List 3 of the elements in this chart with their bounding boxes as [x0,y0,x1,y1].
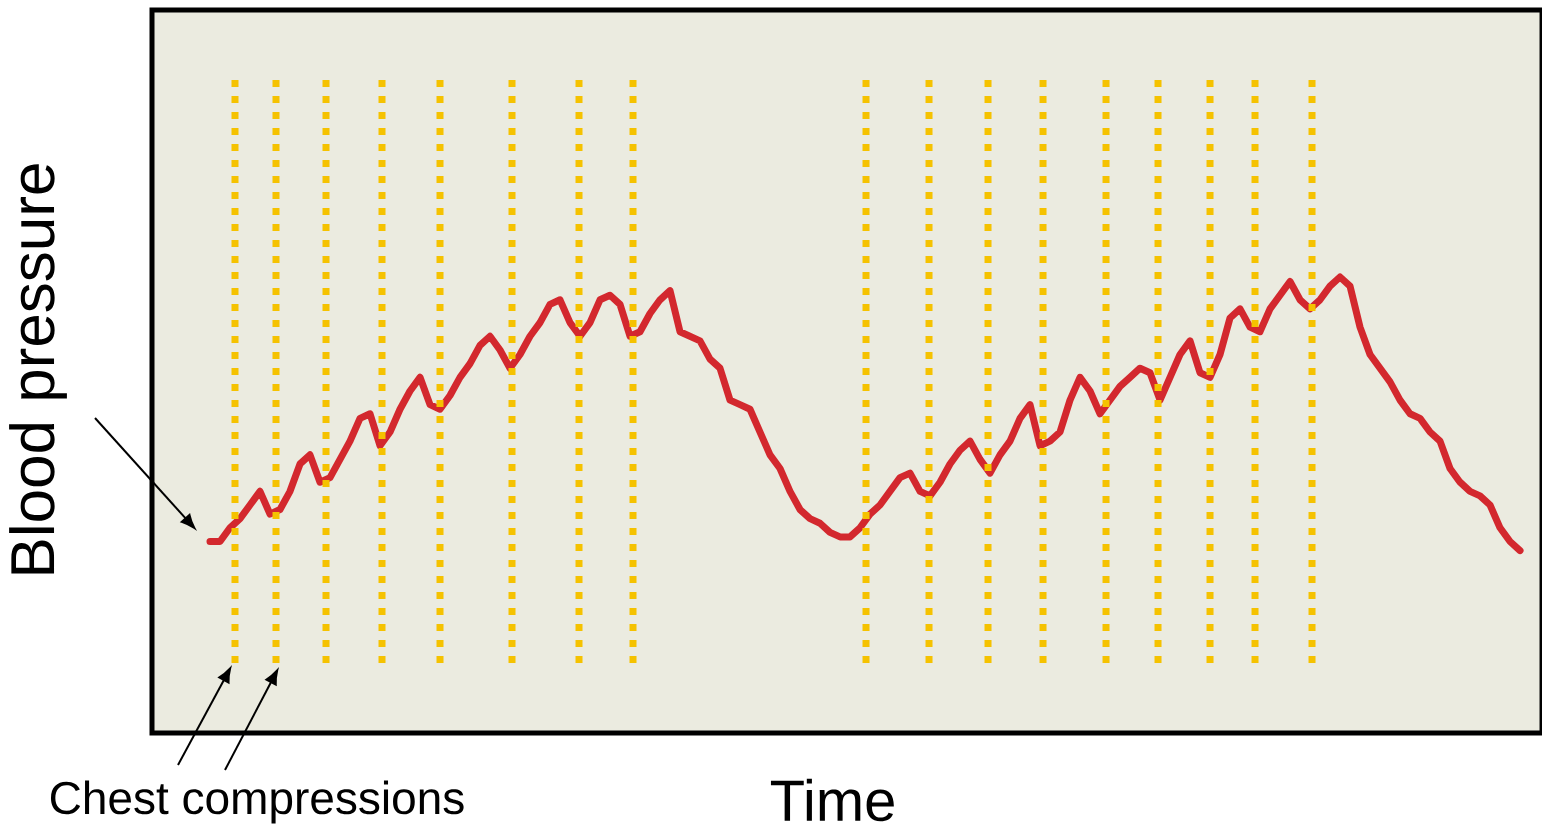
x-axis-title: Time [770,778,894,822]
text: Chest compressions [50,780,464,824]
y-axis-title: Blood pressure [9,164,67,574]
